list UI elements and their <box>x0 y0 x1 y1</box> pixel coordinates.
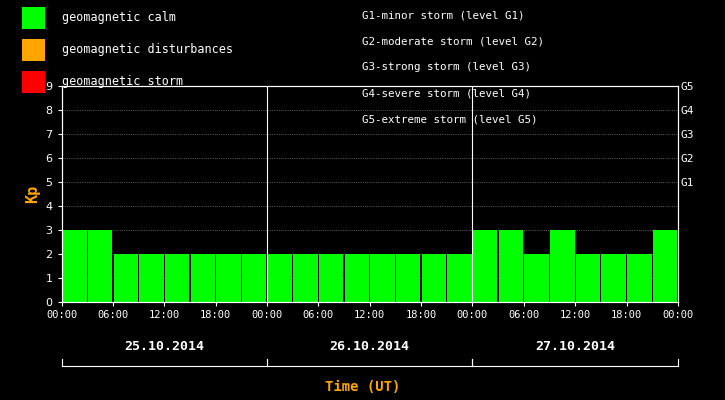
Text: G2-moderate storm (level G2): G2-moderate storm (level G2) <box>362 36 544 46</box>
Bar <box>422 254 446 302</box>
Y-axis label: Kp: Kp <box>25 185 40 203</box>
Text: geomagnetic storm: geomagnetic storm <box>62 76 183 88</box>
Bar <box>396 254 420 302</box>
Bar <box>139 254 164 302</box>
Bar <box>62 230 87 302</box>
Bar <box>216 254 241 302</box>
Bar <box>88 230 112 302</box>
Bar <box>550 230 574 302</box>
Bar <box>191 254 215 302</box>
Text: G5-extreme storm (level G5): G5-extreme storm (level G5) <box>362 114 538 124</box>
Bar <box>344 254 369 302</box>
Text: Time (UT): Time (UT) <box>325 380 400 394</box>
Text: geomagnetic calm: geomagnetic calm <box>62 12 175 24</box>
Bar <box>602 254 626 302</box>
Bar <box>499 230 523 302</box>
Text: geomagnetic disturbances: geomagnetic disturbances <box>62 44 233 56</box>
Bar <box>294 254 318 302</box>
Bar <box>627 254 652 302</box>
Text: G3-strong storm (level G3): G3-strong storm (level G3) <box>362 62 531 72</box>
Text: 26.10.2014: 26.10.2014 <box>330 340 410 352</box>
Bar <box>268 254 292 302</box>
Text: 27.10.2014: 27.10.2014 <box>535 340 616 352</box>
Bar <box>242 254 266 302</box>
Bar <box>370 254 395 302</box>
Text: 25.10.2014: 25.10.2014 <box>124 340 204 352</box>
Text: G1-minor storm (level G1): G1-minor storm (level G1) <box>362 10 525 20</box>
Bar <box>165 254 189 302</box>
Bar <box>447 254 472 302</box>
Bar <box>114 254 138 302</box>
Bar <box>473 230 497 302</box>
Bar <box>576 254 600 302</box>
Bar <box>524 254 549 302</box>
Bar <box>652 230 677 302</box>
Bar <box>319 254 344 302</box>
Text: G4-severe storm (level G4): G4-severe storm (level G4) <box>362 88 531 98</box>
